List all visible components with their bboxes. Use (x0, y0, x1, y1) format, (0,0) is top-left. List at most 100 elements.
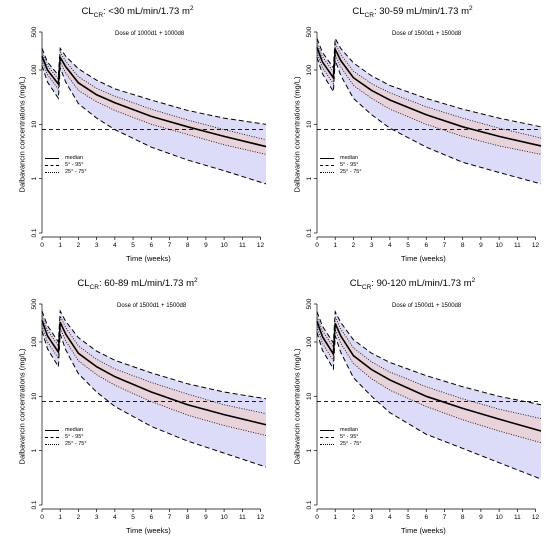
x-tick-label: 2 (352, 242, 356, 249)
band-25-75 (317, 316, 541, 443)
legend-swatch-5-95 (45, 165, 59, 166)
x-tick-label: 12 (532, 514, 540, 521)
x-tick-label: 12 (532, 242, 540, 249)
x-tick-label: 8 (186, 514, 190, 521)
line-median (41, 54, 267, 148)
x-tick-label: 3 (370, 514, 374, 521)
legend-median: median (65, 427, 84, 433)
dose-label: Dose of 1500d1 + 1500d8 (392, 31, 462, 37)
y-axis-label: Dalbavancin concentrations (mg/L) (292, 76, 302, 193)
x-tick-label: 9 (479, 242, 483, 249)
y-tick-label: 1 (31, 448, 38, 452)
y-tick-label: 500 (306, 298, 313, 309)
line-p75 (316, 41, 542, 139)
line-p95 (41, 309, 267, 400)
x-tick-label: 7 (168, 514, 172, 521)
chart-panel-1: 0.1 1 10 100 500 0 1 2 3 4 5 6 7 8 9 10 11 12 CLCR: <30 m… (0, 0, 275, 272)
line-p75 (316, 316, 542, 419)
x-tick-label: 11 (239, 242, 246, 249)
y-tick-label: 500 (31, 298, 38, 309)
chart-panel-3: 0.1 1 10 100 500 0 1 2 3 4 5 6 7 8 9 10 11 12 CLCR: 60-89… (0, 272, 275, 544)
x-tick-label: 10 (495, 514, 503, 521)
line-median (41, 320, 267, 426)
y-tick-label: 0.1 (31, 500, 38, 509)
legend-swatch-25-75 (320, 172, 334, 173)
x-tick-label: 12 (257, 242, 265, 249)
legend-25-75: 25° - 75° (65, 441, 87, 447)
y-tick-label: 0.1 (306, 228, 313, 237)
line-median (316, 46, 542, 147)
x-tick-label: 9 (204, 514, 208, 521)
x-tick-label: 0 (40, 514, 44, 521)
x-tick-label: 6 (424, 242, 428, 249)
line-p5 (316, 332, 542, 480)
line-p75 (41, 51, 267, 141)
legend-median: median (65, 155, 84, 161)
y-tick-label: 500 (306, 26, 313, 37)
legend-median: median (340, 427, 359, 433)
x-tick-label: 4 (113, 514, 117, 521)
line-p25 (316, 52, 542, 155)
x-tick-label: 11 (514, 242, 521, 249)
line-p5 (41, 330, 267, 468)
x-tick-label: 0 (315, 514, 319, 521)
legend-25-75: 25° - 75° (340, 441, 362, 447)
legend-5-95: 5° - 95° (340, 162, 359, 168)
legend-5-95: 5° - 95° (65, 434, 84, 440)
x-tick-label: 4 (388, 242, 392, 249)
x-tick-label: 10 (495, 242, 503, 249)
y-tick-label: 100 (306, 336, 313, 347)
legend-swatch-25-75 (320, 444, 334, 445)
x-tick-label: 2 (77, 514, 81, 521)
x-axis-label: Time (weeks) (126, 526, 171, 535)
legend-25-75: 25° - 75° (65, 169, 87, 175)
x-tick-label: 1 (333, 242, 337, 249)
legend-swatch-median (45, 430, 59, 431)
x-tick-label: 2 (352, 514, 356, 521)
chart-panel-2: 0.1 1 10 100 500 0 1 2 3 4 5 6 7 8 9 10 11 12 CLCR: 30-59… (275, 0, 550, 272)
legend-swatch-median (320, 430, 334, 431)
line-p75 (41, 314, 267, 415)
y-tick-label: 1 (31, 176, 38, 180)
y-tick-label: 1 (306, 448, 313, 452)
legend-swatch-5-95 (45, 437, 59, 438)
line-median (316, 321, 542, 432)
dose-label: Dose of 1000d1 + 1000d8 (115, 31, 185, 37)
x-tick-label: 5 (131, 242, 135, 249)
y-tick-label: 0.1 (306, 500, 313, 509)
x-tick-label: 4 (388, 514, 392, 521)
x-axis-label: Time (weeks) (126, 254, 171, 263)
y-axis-label: Dalbavancin concentrations (mg/L) (292, 348, 302, 465)
line-p95 (41, 46, 267, 125)
legend-median: median (340, 155, 359, 161)
chart-panel-4: 0.1 1 10 100 500 0 1 2 3 4 5 6 7 8 9 10 11 12 CLCR: 90-12… (275, 272, 550, 544)
legend: median 5° - 95° 25° - 75° (320, 155, 362, 176)
x-tick-label: 0 (40, 242, 44, 249)
x-tick-label: 3 (370, 242, 374, 249)
x-tick-label: 4 (113, 242, 117, 249)
legend-swatch-25-75 (45, 444, 59, 445)
x-tick-label: 5 (406, 242, 410, 249)
x-tick-label: 1 (58, 242, 62, 249)
x-tick-label: 5 (131, 514, 135, 521)
y-axis-label: Dalbavancin concentrations (mg/L) (17, 76, 27, 193)
band-25-75 (317, 43, 541, 155)
x-tick-label: 11 (514, 514, 521, 521)
y-tick-label: 0.1 (31, 228, 38, 237)
x-tick-label: 8 (186, 242, 190, 249)
x-tick-label: 9 (204, 242, 208, 249)
y-tick-label: 10 (306, 392, 313, 400)
x-tick-label: 10 (220, 514, 228, 521)
legend: median 5° - 95° 25° - 75° (45, 427, 87, 448)
y-tick-label: 10 (306, 120, 313, 128)
line-p95 (316, 36, 542, 128)
y-tick-label: 1 (306, 176, 313, 180)
line-p25 (316, 326, 542, 444)
band-25-75 (42, 316, 266, 436)
y-tick-label: 500 (31, 26, 38, 37)
x-tick-label: 8 (461, 242, 465, 249)
